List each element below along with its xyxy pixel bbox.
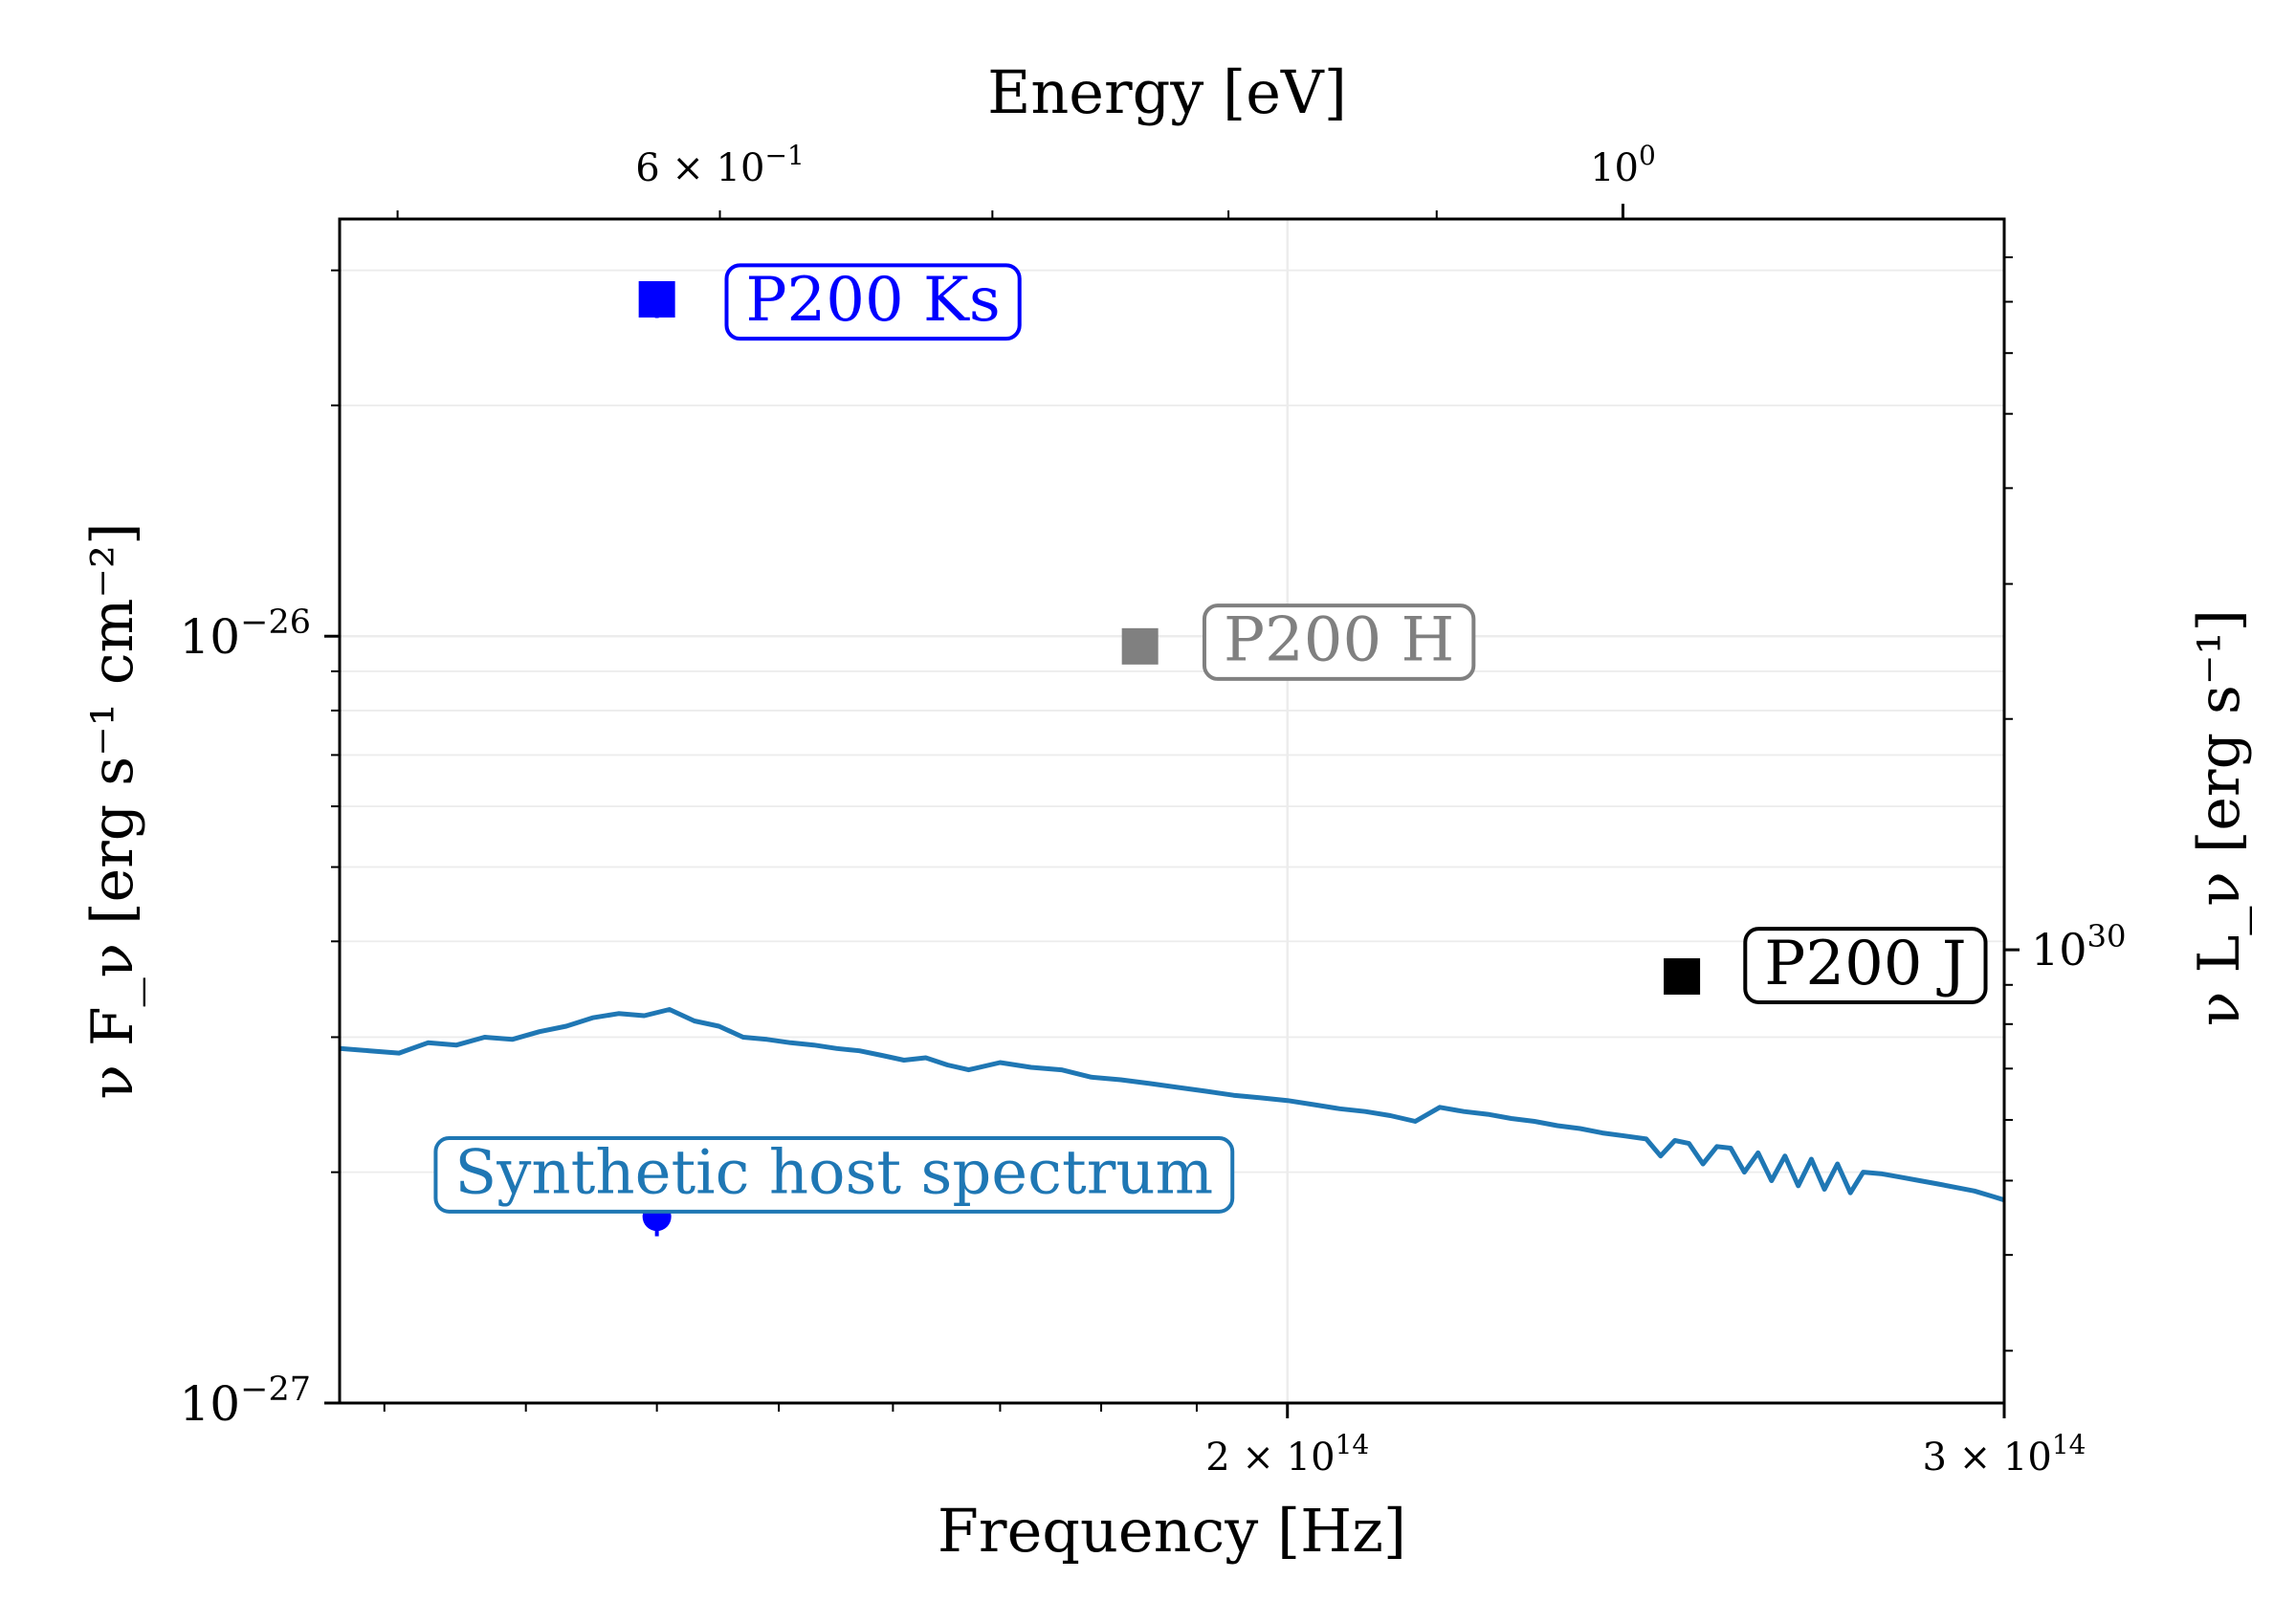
top-axis-label: Energy [eV] bbox=[987, 57, 1347, 127]
y-tick-label: 10−26 bbox=[180, 603, 312, 665]
square-marker bbox=[1664, 957, 1701, 995]
y-axis-label: ν F_ν [erg s⁻¹ cm⁻²] bbox=[79, 522, 146, 1099]
axis-ticks: 2 × 1014 3 × 1014 10−27 10−26 6 × 10−1 100 103… bbox=[180, 140, 2127, 1480]
annotation-label: P200 H bbox=[1224, 605, 1454, 676]
annotation-box: P200 Ks bbox=[724, 263, 1022, 341]
annotation-box: P200 J bbox=[1743, 927, 1988, 1004]
grid-lines bbox=[340, 219, 2006, 1405]
top-tick-label: 6 × 10−1 bbox=[635, 140, 805, 190]
annotation-label: Synthetic host spectrum bbox=[454, 1138, 1213, 1209]
square-marker bbox=[1121, 627, 1159, 665]
y-tick-label: 10−27 bbox=[180, 1371, 312, 1432]
annotation-frame bbox=[1743, 927, 1988, 1004]
right-tick-label: 1030 bbox=[2031, 918, 2127, 976]
plot-frame bbox=[338, 217, 2006, 1405]
annotation-box: P200 H bbox=[1202, 603, 1476, 681]
right-axis-label: ν L_ν [erg s⁻¹] bbox=[2186, 609, 2253, 1026]
annotation-label: P200 J bbox=[1764, 929, 1966, 999]
x-tick-label: 2 × 1014 bbox=[1205, 1429, 1369, 1480]
annotation-frame bbox=[433, 1136, 1235, 1214]
data-points bbox=[638, 280, 1701, 1237]
spectrum-line bbox=[339, 1007, 2005, 1203]
x-tick-label: 3 × 1014 bbox=[1923, 1429, 2086, 1480]
annotation-frame bbox=[1202, 603, 1476, 681]
annotation-label: P200 Ks bbox=[745, 265, 1000, 336]
spectrum-layer bbox=[339, 1007, 2005, 1203]
x-axis-label: Frequency [Hz] bbox=[938, 1496, 1406, 1566]
annotations: P200 Ks P200 H P200 J Synthetic host spectr… bbox=[433, 263, 1988, 1214]
square-marker bbox=[638, 280, 675, 318]
annotation-frame bbox=[724, 263, 1022, 341]
top-tick-label: 100 bbox=[1590, 140, 1656, 190]
annotation-box: Synthetic host spectrum bbox=[433, 1136, 1235, 1214]
